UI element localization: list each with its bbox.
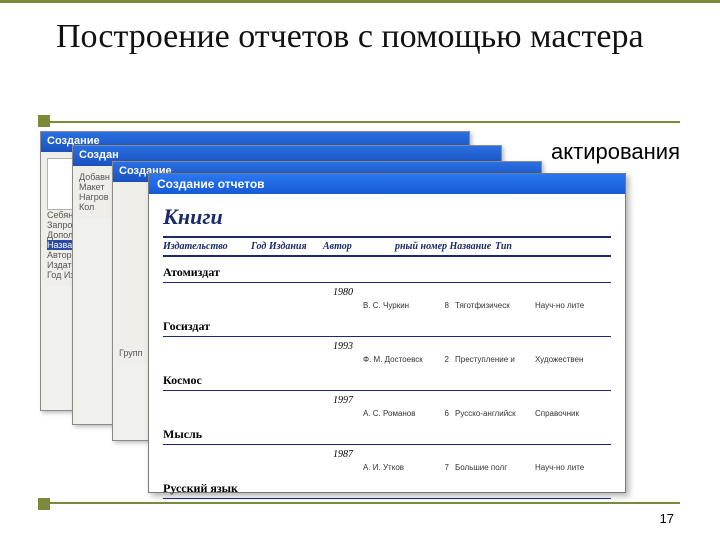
cell-title: Большие полг [455, 463, 535, 472]
cell-genre: Справочник [535, 409, 605, 418]
report-column-headers: Издательство Год Издания Автор рный номе… [163, 236, 611, 257]
cropped-text: актирования [551, 139, 680, 165]
accent-square-bottom [38, 498, 50, 510]
report-heading: Книги [163, 204, 611, 230]
cell-author: Ф. М. Достоевск [363, 355, 435, 364]
report-year: 1980 [333, 287, 611, 298]
report-row: А. С. Романов6Русско-английскСправочник [163, 408, 611, 419]
cell-title: Русско-английск [455, 409, 535, 418]
col-header: Автор [323, 241, 395, 252]
accent-square [38, 115, 50, 127]
report-group: Атомиздат [163, 265, 611, 283]
report-row: Ф. М. Достоевск2Преступление иХудожестве… [163, 354, 611, 365]
report-body: Атомиздат1980В. С. Чуркин8ТяготфизическН… [163, 265, 611, 499]
report-group: Госиздат [163, 319, 611, 337]
report-row: А. И. Утков7Большие полгНауч-но лите [163, 462, 611, 473]
cell-num: 6 [435, 409, 455, 418]
col-header: Год Издания [251, 241, 323, 252]
page-number: 17 [660, 511, 674, 526]
report-content: Книги Издательство Год Издания Автор рны… [149, 194, 625, 503]
accent-rule-bottom [50, 502, 680, 504]
cell-title: Тяготфизическ [455, 301, 535, 310]
report-year: 1993 [333, 341, 611, 352]
report-year: 1987 [333, 449, 611, 460]
cell-num: 7 [435, 463, 455, 472]
cell-title: Преступление и [455, 355, 535, 364]
col-header: Тип [495, 241, 555, 252]
report-group: Мысль [163, 427, 611, 445]
window-titlebar[interactable]: Создание отчетов [149, 174, 625, 194]
col-header: Издательство [163, 241, 251, 252]
cell-genre: Науч-но лите [535, 301, 605, 310]
cell-author: В. С. Чуркин [363, 301, 435, 310]
report-row: В. С. Чуркин8ТяготфизическНауч-но лите [163, 300, 611, 311]
report-window[interactable]: Создание отчетов Книги Издательство Год … [148, 173, 626, 493]
cell-genre: Науч-но лите [535, 463, 605, 472]
cell-author: А. С. Романов [363, 409, 435, 418]
cell-num: 2 [435, 355, 455, 364]
report-year: 1997 [333, 395, 611, 406]
slide: Построение отчетов с помощью мастера акт… [0, 0, 720, 540]
report-group: Космос [163, 373, 611, 391]
slide-title: Построение отчетов с помощью мастера [0, 3, 720, 56]
cell-num: 8 [435, 301, 455, 310]
accent-rule [50, 121, 680, 123]
report-group: Русский язык [163, 481, 611, 499]
col-header: рный номер Название [395, 241, 495, 252]
cell-genre: Художествен [535, 355, 605, 364]
cell-author: А. И. Утков [363, 463, 435, 472]
